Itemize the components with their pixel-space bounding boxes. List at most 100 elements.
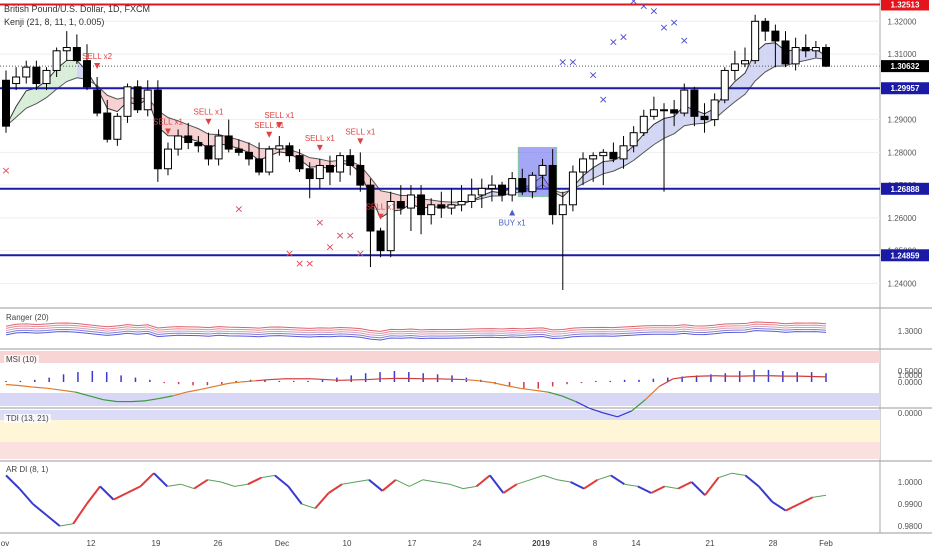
tdi-line-segment	[520, 387, 535, 391]
sell-arrow-icon	[164, 128, 171, 135]
ardi-line-segment	[207, 479, 222, 483]
candle-body	[801, 47, 810, 52]
x-tick-label: 19	[152, 539, 161, 548]
candle-body	[487, 184, 496, 189]
candle-body	[761, 20, 770, 32]
candle-body	[710, 99, 719, 121]
ardi-line-segment	[5, 474, 21, 490]
kenji-cloud-segment	[765, 42, 776, 72]
tdi-line-segment	[673, 376, 688, 380]
tdi-line-segment	[103, 399, 118, 403]
tdi-line-segment	[464, 378, 479, 382]
ardi-line-segment	[328, 483, 343, 494]
candle-body	[498, 184, 507, 196]
candle-body	[670, 109, 679, 114]
tdi-lower-zone	[0, 442, 880, 459]
buy-signal-label: BUY x1	[499, 219, 527, 228]
candle-body	[437, 204, 446, 209]
ardi-line-segment	[409, 479, 423, 487]
ardi-line-segment	[32, 503, 47, 516]
ardi-line-segment	[583, 478, 599, 490]
tdi-line-segment	[256, 378, 271, 382]
tdi-line-segment	[144, 397, 159, 402]
ardi-line-segment	[502, 483, 518, 494]
ardi-line-segment	[516, 479, 531, 485]
cross-mark-icon: ×	[346, 229, 355, 242]
sell-arrow-icon	[357, 138, 364, 145]
tdi-line-segment	[367, 378, 382, 381]
tdi-line-segment	[158, 395, 173, 400]
ardi-line-segment	[18, 487, 34, 505]
ardi-line-segment	[85, 485, 101, 505]
tdi-line-segment	[33, 386, 48, 389]
kenji-cloud-segment	[653, 118, 665, 145]
x-tick-label: Dec	[275, 539, 289, 548]
candle-body	[22, 66, 31, 78]
x-tick-label: 21	[706, 539, 715, 548]
x-tick-label: 24	[473, 539, 482, 548]
ardi-line-segment	[180, 483, 195, 490]
ranger-band-line	[5, 327, 827, 339]
cross-mark-icon: ×	[589, 68, 598, 81]
candle-body	[629, 132, 638, 147]
indicator-kenji-label: Kenji (21, 8, 11, 1, 0.005)	[4, 17, 105, 27]
cross-mark-icon: ×	[659, 21, 668, 34]
ardi-line-segment	[570, 481, 585, 490]
ardi-line-segment	[771, 500, 787, 512]
ardi-line-segment	[287, 485, 303, 505]
cross-mark-icon: ×	[285, 247, 294, 260]
kenji-cloud-segment	[107, 95, 118, 112]
candle-body	[730, 63, 739, 71]
candle-body	[751, 20, 760, 62]
cross-mark-icon: ×	[234, 203, 243, 216]
ranger-band-line	[5, 321, 827, 332]
cross-mark-icon: ×	[315, 216, 324, 229]
sell-signal-label: SELL x1	[264, 111, 294, 120]
candle-body	[427, 204, 436, 216]
ardi-line-segment	[193, 478, 209, 490]
msi-y-tick: 0.5000	[898, 367, 923, 376]
ardi-line-segment	[812, 494, 827, 498]
ardi-y-tick: 1.0000	[898, 478, 923, 487]
chart-symbol-title: British Pound/U.S. Dollar, 1D, FXCM	[4, 4, 151, 14]
tdi-line-segment	[603, 412, 618, 418]
candle-body	[52, 50, 61, 71]
tdi-line-segment	[61, 389, 76, 393]
sell-signal-label: SELL x1	[345, 127, 375, 136]
candle-body	[72, 47, 81, 62]
tdi-line-segment	[492, 382, 507, 387]
x-tick-label: 14	[632, 539, 641, 548]
tdi-line-segment	[311, 378, 326, 381]
candle-body	[346, 155, 355, 166]
sell-arrow-icon	[94, 63, 101, 69]
ardi-line-segment	[557, 479, 571, 483]
candle-body	[123, 86, 132, 117]
ardi-line-segment	[274, 474, 289, 488]
candle-body	[568, 171, 577, 206]
tdi-line-segment	[75, 391, 90, 397]
ardi-y-tick: 0.9800	[898, 522, 923, 531]
sell-arrow-icon	[276, 121, 283, 128]
ardi-line-segment	[153, 472, 169, 488]
ardi-line-segment	[301, 503, 316, 509]
candle-body	[255, 158, 264, 173]
ardi-line-segment	[449, 483, 464, 490]
tdi-line-segment	[547, 391, 563, 397]
price-tag	[881, 249, 929, 262]
cross-mark-icon: ×	[619, 31, 628, 44]
x-tick-label: 26	[214, 539, 223, 548]
x-tick-label: 17	[408, 539, 417, 548]
kenji-cloud-segment	[805, 49, 816, 61]
ardi-line-segment	[247, 476, 262, 486]
msi-upper-zone	[0, 351, 880, 363]
kenji-cloud-segment	[167, 117, 179, 136]
ardi-line-segment	[72, 503, 88, 525]
candle-body	[690, 89, 699, 117]
candle-body	[82, 60, 91, 88]
kenji-cloud-segment	[178, 120, 189, 139]
x-tick-label: 8	[593, 539, 598, 548]
ardi-line-segment	[785, 503, 800, 512]
ardi-line-segment	[744, 474, 760, 488]
ardi-line-segment	[59, 523, 74, 527]
